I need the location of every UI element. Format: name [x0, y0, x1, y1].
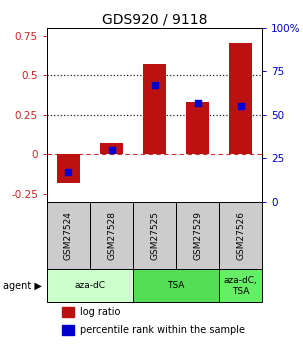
Title: GDS920 / 9118: GDS920 / 9118	[102, 12, 207, 27]
Bar	[186, 102, 209, 154]
Text: aza-dC: aza-dC	[75, 281, 105, 290]
Text: GSM27526: GSM27526	[236, 211, 245, 260]
Text: GSM27524: GSM27524	[64, 211, 73, 260]
Bar	[100, 143, 123, 154]
Bar	[90, 202, 133, 269]
Text: GSM27529: GSM27529	[193, 211, 202, 260]
Text: log ratio: log ratio	[80, 307, 121, 317]
Bar	[219, 269, 262, 303]
Point	[152, 82, 157, 88]
Point	[109, 147, 114, 152]
Bar	[219, 202, 262, 269]
Text: TSA: TSA	[167, 281, 185, 290]
Point	[238, 103, 243, 109]
Bar	[133, 202, 176, 269]
Bar	[229, 43, 252, 154]
Text: agent ▶: agent ▶	[3, 281, 42, 291]
Point	[66, 169, 71, 175]
Bar	[62, 325, 74, 335]
Bar	[62, 307, 74, 317]
Text: aza-dC,
TSA: aza-dC, TSA	[224, 276, 258, 296]
Point	[195, 100, 200, 105]
Bar	[47, 202, 90, 269]
Bar	[47, 269, 133, 303]
Bar	[176, 202, 219, 269]
Text: GSM27528: GSM27528	[107, 211, 116, 260]
Text: GSM27525: GSM27525	[150, 211, 159, 260]
Bar	[133, 269, 219, 303]
Bar	[57, 154, 80, 183]
Text: percentile rank within the sample: percentile rank within the sample	[80, 325, 245, 335]
Bar	[143, 64, 166, 154]
